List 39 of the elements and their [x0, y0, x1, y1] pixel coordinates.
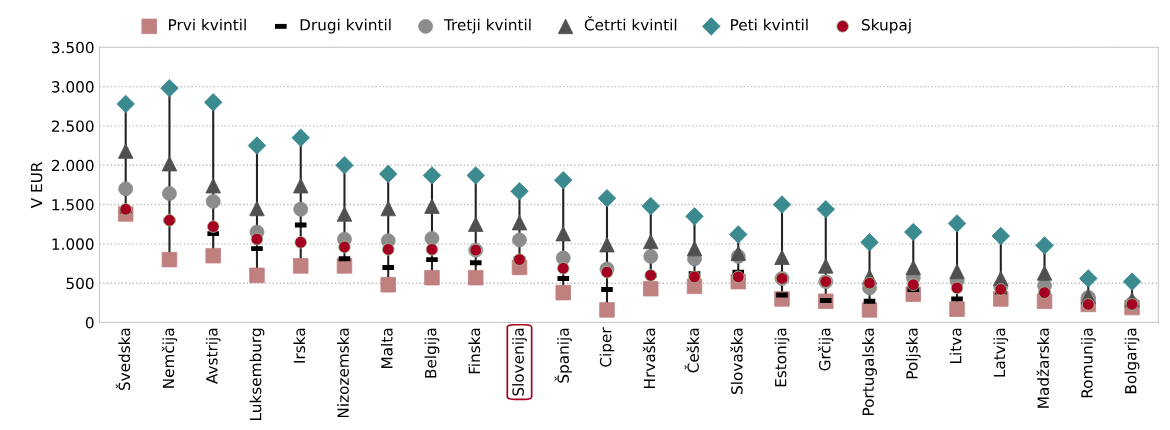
x-tick-label: Litva [949, 328, 962, 364]
x-tick-label: Estonija [774, 328, 790, 387]
x-tick-label: Finska [468, 328, 481, 374]
x-tick-label: Portugalska [862, 328, 877, 416]
x-tick-label: Avstrija [205, 328, 221, 384]
legend-label: Tretji kvintil [443, 18, 531, 34]
y-tick-label: 3.000 [52, 81, 94, 93]
y-tick-label: 2.000 [51, 159, 94, 172]
x-tick-label: Madžarska [1036, 328, 1049, 408]
legend-label: Peti kvintil [731, 18, 808, 31]
x-tick-label: Hrvaška [642, 328, 656, 388]
x-tick-label: Nemčija [161, 328, 178, 388]
x-tick-label: Ciper [599, 327, 615, 367]
x-tick-label: Belgija [424, 328, 440, 378]
x-tick-label: Bolgarija [1124, 328, 1140, 394]
x-tick-label: Nizozemska [337, 328, 349, 418]
x-tick-label: Grčija [818, 328, 834, 371]
y-tick-label: 0 [85, 316, 94, 329]
y-tick-label: 1.000 [52, 238, 94, 250]
y-axis-title: V EUR [30, 161, 43, 209]
x-tick-label: Poljska [905, 328, 921, 379]
x-tick-label: Latvija [993, 328, 1009, 377]
legend-label: Skupaj [861, 18, 911, 34]
x-tick-label: Švedska [115, 328, 131, 391]
x-tick-label: Luksemburg [249, 328, 265, 420]
y-tick-label: 2.500 [51, 120, 94, 132]
x-tick-label: Romunija [1080, 328, 1096, 398]
x-tick-label: Malta [380, 328, 393, 368]
y-tick-label: 500 [66, 277, 94, 290]
y-tick-label: 3.500 [52, 41, 94, 54]
x-tick-label: Češka [684, 328, 699, 373]
x-tick-label: Slovenija [512, 328, 527, 396]
x-tick-label: Slovaška [730, 328, 743, 394]
y-tick-label: 1.500 [52, 199, 94, 211]
x-tick-label: Španija [554, 328, 572, 383]
legend-label: Četrti kvintil [584, 16, 677, 31]
legend-label: Prvi kvintil [169, 18, 246, 31]
x-tick-label: Irska [293, 328, 306, 363]
legend-label: Drugi kvintil [300, 18, 391, 34]
